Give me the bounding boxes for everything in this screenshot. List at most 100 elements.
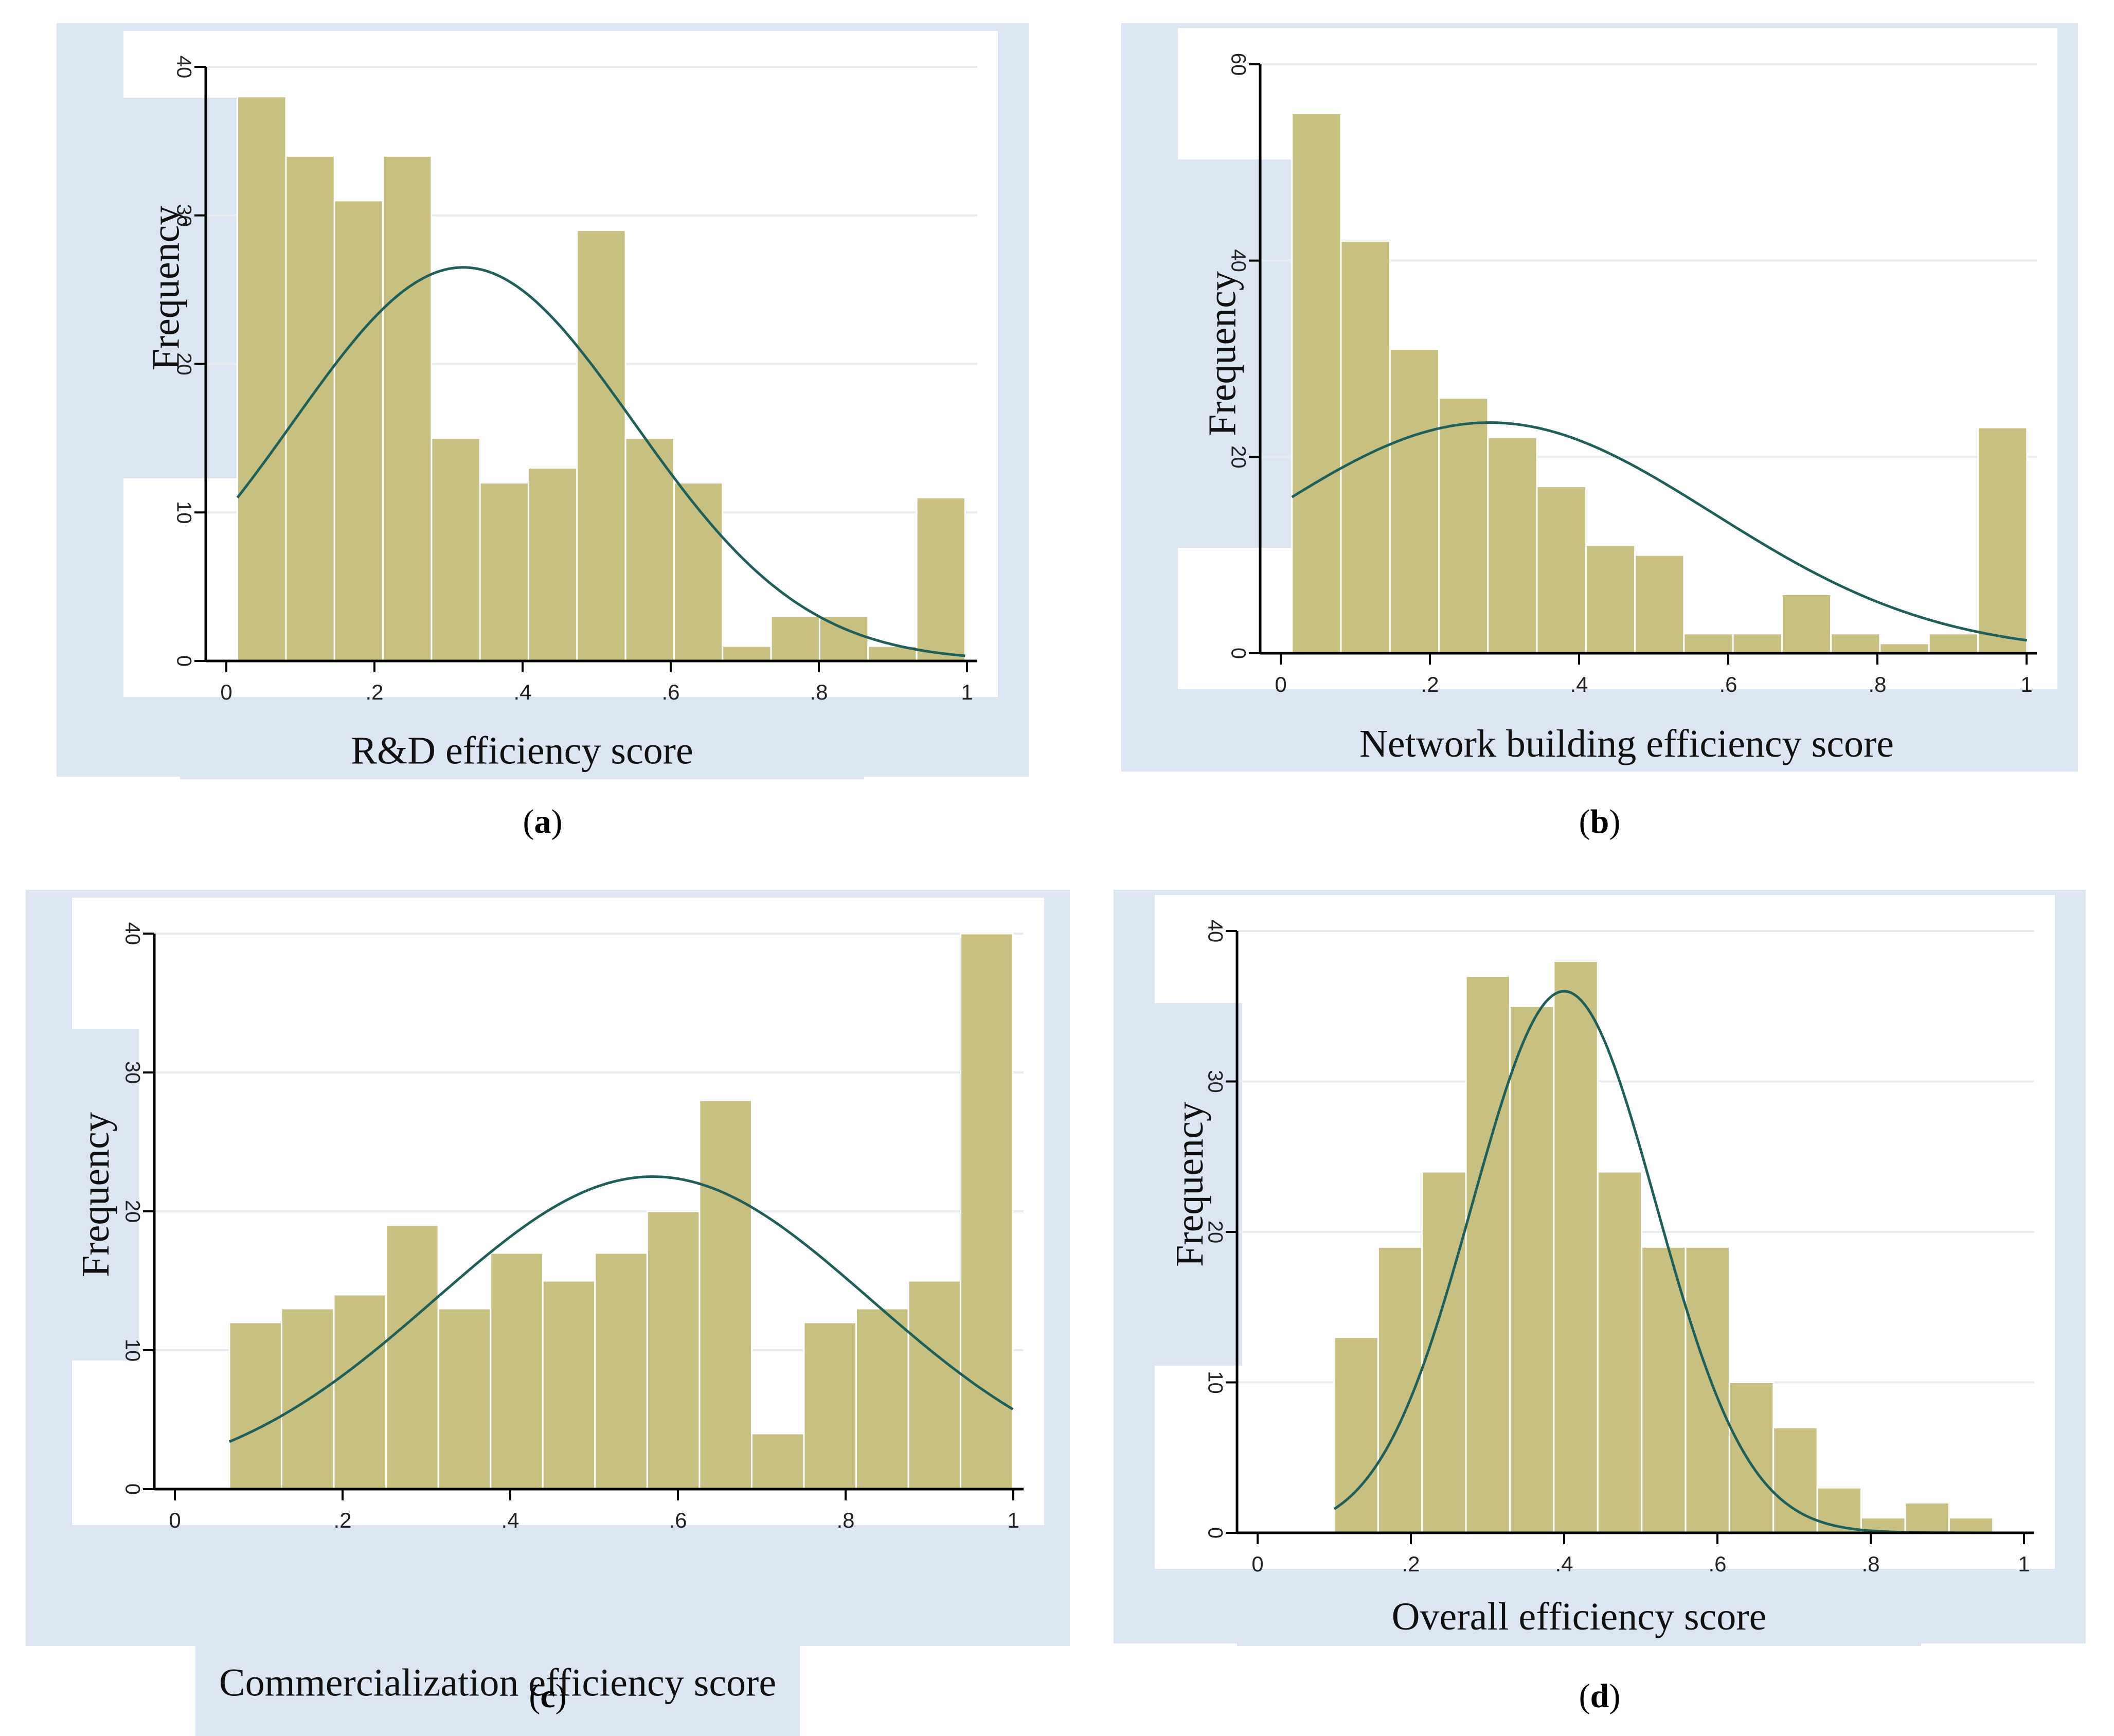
histogram-bar	[237, 96, 287, 662]
histogram-bar	[750, 1433, 805, 1490]
histogram-bar	[722, 645, 772, 662]
histogram-bar	[1732, 633, 1783, 654]
xlabel-band	[1237, 1595, 1921, 1646]
x-axis-title: Network building efficiency score	[1359, 722, 1894, 765]
y-tick-label: 60	[1227, 53, 1249, 76]
x-axis-title: Overall efficiency score	[1392, 1595, 1767, 1638]
chart-panel-d: 0 10 20 30 40 0 .2 .4 .6 .8 1 Overall efficiency sc…	[1114, 890, 2086, 1646]
histogram-bar	[1585, 544, 1636, 654]
y-tick-label: 20	[1227, 445, 1249, 469]
normal-density-curve	[228, 1175, 1014, 1443]
histogram-bar	[228, 1321, 282, 1490]
histogram-bar	[1781, 594, 1832, 654]
x-tick-label: 1	[1007, 1508, 1019, 1532]
histogram-bar	[1728, 1382, 1775, 1534]
histogram-bar	[1879, 642, 1930, 654]
histogram-bar	[528, 467, 578, 662]
y-tick-label: 30	[1204, 1070, 1226, 1093]
caption-a: (a)	[523, 803, 563, 840]
x-tick-label: .2	[1402, 1552, 1420, 1576]
histogram-bar	[1389, 348, 1440, 654]
x-tick-label: .4	[1555, 1552, 1573, 1576]
caption-b: (b)	[1579, 803, 1621, 840]
histogram-bar	[437, 1308, 492, 1490]
x-tick-label: 0	[220, 680, 232, 704]
caption-c: (c)	[529, 1677, 567, 1715]
x-tick-label: .4	[501, 1508, 519, 1532]
histogram-chart-d: 0 10 20 30 40 0 .2 .4 .6 .8 1 Overall efficiency sc…	[1114, 890, 2086, 1646]
xlabel-band	[1291, 725, 1962, 772]
y-axis-title: Frequency	[144, 206, 187, 371]
histogram-bar	[382, 155, 433, 662]
x-axis-title: Commercialization efficiency score	[219, 1661, 776, 1704]
histogram-bar	[1772, 1426, 1818, 1534]
xlabel-band	[195, 1528, 800, 1736]
histogram-bar	[542, 1280, 596, 1490]
histogram-bar	[1816, 1487, 1862, 1534]
y-tick-label: 20	[1204, 1221, 1226, 1244]
chart-panel-a: 0 10 20 30 40 0 .2 .4 .6 .8 1 R&D efficiency score F…	[57, 23, 1029, 779]
x-tick-label: .6	[1708, 1552, 1726, 1576]
histogram-bar	[1634, 554, 1685, 654]
ylabel-band	[1147, 159, 1291, 548]
histogram-bar	[803, 1321, 857, 1490]
histogram-bar	[818, 615, 869, 662]
chart-panel-c: 0 10 20 30 40 0 .2 .4 .6 .8 1 Commercialization eff…	[26, 890, 1070, 1736]
y-tick-label: 0	[1227, 648, 1249, 659]
histogram-chart-c: 0 10 20 30 40 0 .2 .4 .6 .8 1 Commercialization eff…	[26, 890, 1070, 1736]
histogram-chart-a: 0 10 20 30 40 0 .2 .4 .6 .8 1 R&D efficiency score F…	[57, 23, 1029, 779]
histogram-bar	[770, 615, 820, 662]
x-tick-label: .8	[810, 680, 828, 704]
ylabel-band	[1134, 1003, 1242, 1366]
histogram-bar	[1948, 1517, 1994, 1534]
histogram-bar	[1928, 633, 1979, 654]
histogram-bar	[1377, 1246, 1423, 1534]
x-tick-label: .4	[1570, 672, 1588, 696]
x-axis-title: R&D efficiency score	[351, 729, 693, 773]
y-tick-label: 10	[1204, 1371, 1226, 1394]
histogram-bar	[431, 437, 481, 662]
histogram-bar	[960, 933, 1014, 1490]
histogram-bar	[1291, 112, 1342, 654]
histogram-bar	[490, 1252, 544, 1490]
ylabel-band	[85, 98, 239, 478]
histogram-bar	[624, 437, 675, 662]
normal-density-curve	[1333, 990, 1993, 1534]
x-tick-label: 0	[1251, 1552, 1263, 1576]
histogram-bar	[594, 1252, 648, 1490]
x-tick-label: .4	[513, 680, 531, 704]
histogram-bar	[646, 1210, 701, 1490]
histogram-bar	[1509, 1005, 1555, 1534]
histogram-bar	[285, 155, 335, 662]
x-tick-label: .2	[1421, 672, 1439, 696]
x-tick-label: .2	[365, 680, 383, 704]
x-tick-label: .6	[661, 680, 679, 704]
histogram-bar	[855, 1308, 909, 1490]
histogram-bar	[1641, 1246, 1687, 1534]
x-tick-label: 1	[961, 680, 973, 704]
histogram-bar	[333, 200, 384, 662]
histogram-bar	[1685, 1246, 1730, 1534]
histogram-bar	[907, 1280, 962, 1490]
x-tick-label: .8	[1868, 672, 1886, 696]
y-tick-label: 0	[172, 655, 195, 667]
histogram-bar	[1553, 960, 1599, 1534]
histogram-bar	[479, 482, 530, 662]
histogram-bar	[1683, 633, 1734, 654]
histogram-bar	[385, 1224, 439, 1490]
normal-density-curve	[1291, 421, 2028, 642]
histogram-bar	[1597, 1171, 1643, 1534]
histogram-bar	[1904, 1502, 1950, 1534]
y-tick-label: 0	[121, 1483, 144, 1495]
y-axis-title: Frequency	[74, 1112, 117, 1277]
histogram-bar	[1536, 486, 1587, 654]
histogram-bar	[576, 229, 626, 662]
y-tick-label: 30	[172, 204, 195, 227]
x-tick-label: .6	[669, 1508, 687, 1532]
histogram-bar	[1465, 975, 1511, 1534]
caption-d: (d)	[1579, 1677, 1621, 1715]
x-tick-label: .6	[1719, 672, 1737, 696]
histogram-bar	[1830, 633, 1881, 654]
x-tick-label: 1	[2020, 672, 2032, 696]
y-tick-label: 20	[121, 1200, 144, 1223]
